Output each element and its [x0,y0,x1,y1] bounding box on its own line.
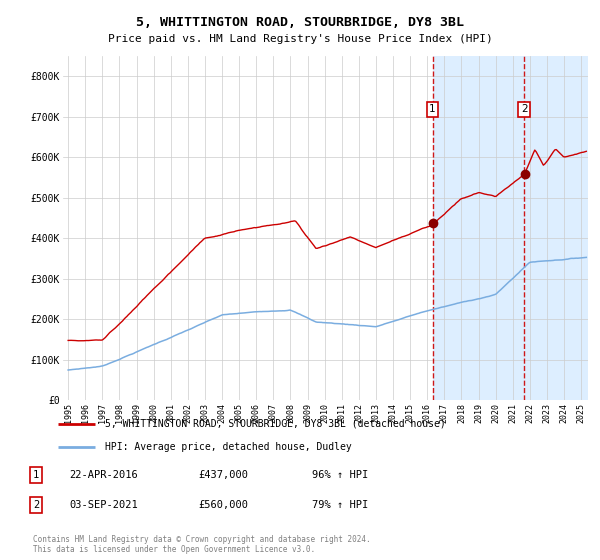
Text: 96% ↑ HPI: 96% ↑ HPI [312,470,368,480]
Text: 5, WHITTINGTON ROAD, STOURBRIDGE, DY8 3BL (detached house): 5, WHITTINGTON ROAD, STOURBRIDGE, DY8 3B… [106,418,446,428]
Text: 03-SEP-2021: 03-SEP-2021 [69,500,138,510]
Text: 2: 2 [33,500,39,510]
Text: £437,000: £437,000 [198,470,248,480]
Text: 79% ↑ HPI: 79% ↑ HPI [312,500,368,510]
Text: Price paid vs. HM Land Registry's House Price Index (HPI): Price paid vs. HM Land Registry's House … [107,34,493,44]
Text: 2: 2 [521,104,527,114]
Text: 22-APR-2016: 22-APR-2016 [69,470,138,480]
Text: 5, WHITTINGTON ROAD, STOURBRIDGE, DY8 3BL: 5, WHITTINGTON ROAD, STOURBRIDGE, DY8 3B… [136,16,464,29]
Text: 1: 1 [429,104,436,114]
Text: £560,000: £560,000 [198,500,248,510]
Text: Contains HM Land Registry data © Crown copyright and database right 2024.
This d: Contains HM Land Registry data © Crown c… [33,535,371,554]
Text: HPI: Average price, detached house, Dudley: HPI: Average price, detached house, Dudl… [106,442,352,452]
Text: 1: 1 [33,470,39,480]
Bar [433,56,588,400]
